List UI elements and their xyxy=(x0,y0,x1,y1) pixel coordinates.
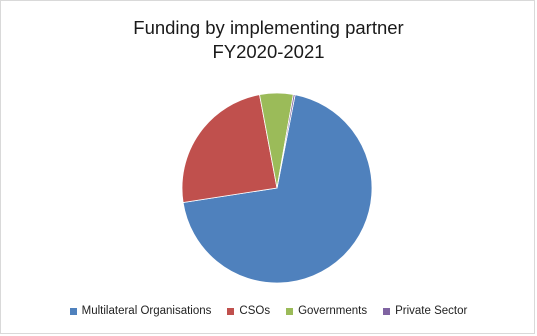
chart-subtitle: FY2020-2021 xyxy=(212,41,325,62)
legend-item-private-sector: Private Sector xyxy=(383,305,467,317)
legend-item-csos: CSOs xyxy=(227,305,270,317)
legend-label-governments: Governments xyxy=(298,305,368,317)
legend-swatch-private-sector xyxy=(383,307,391,315)
chart-title-block: Funding by implementing partner FY2020-2… xyxy=(0,16,537,64)
legend-swatch-governments xyxy=(286,307,294,315)
legend-swatch-csos xyxy=(227,307,235,315)
legend-label-csos: CSOs xyxy=(239,305,271,317)
legend-item-multilateral: Multilateral Organisations xyxy=(69,305,212,317)
legend-label-multilateral: Multilateral Organisations xyxy=(81,305,212,317)
pie-slice-private-sector xyxy=(276,93,296,189)
legend: Multilateral Organisations CSOs Governme… xyxy=(0,305,537,317)
pie-slice-csos xyxy=(181,94,278,203)
pie-slice-multilateral xyxy=(182,94,373,284)
legend-item-governments: Governments xyxy=(286,305,367,317)
legend-swatch-multilateral xyxy=(69,307,77,315)
legend-label-private-sector: Private Sector xyxy=(395,305,468,317)
chart-title: Funding by implementing partner xyxy=(133,17,404,38)
